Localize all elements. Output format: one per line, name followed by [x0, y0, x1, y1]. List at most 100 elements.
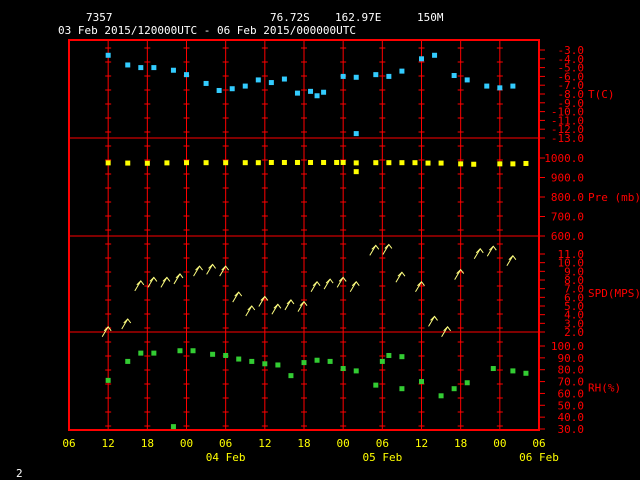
- point-rh: [210, 351, 216, 357]
- point-temp: [314, 93, 320, 99]
- wind-arrow: [486, 245, 497, 257]
- wind-arrow-head: [351, 280, 360, 287]
- point-temp: [484, 83, 490, 89]
- x-tick-label: 12: [415, 437, 428, 450]
- wind-arrow-head: [325, 278, 334, 284]
- point-pres: [425, 160, 431, 166]
- point-pres: [184, 160, 189, 166]
- y-tick-label-spd: 11.0: [558, 248, 585, 261]
- point-pres: [125, 160, 131, 166]
- point-temp: [497, 85, 503, 91]
- wind-arrow-head: [443, 326, 452, 332]
- point-temp: [255, 77, 261, 83]
- point-pres: [458, 161, 464, 167]
- x-tick-label: 00: [337, 437, 350, 450]
- point-temp: [268, 80, 274, 86]
- point-temp: [432, 52, 438, 58]
- y-tick-label-temp: -13.0: [551, 132, 584, 145]
- wind-arrow: [415, 280, 425, 292]
- station-lat: 76.72S: [270, 11, 310, 24]
- x-tick-label: 06: [62, 437, 75, 450]
- point-pres: [340, 159, 346, 165]
- y-tick-label-temp: -8.0: [558, 88, 585, 101]
- y-tick-label-pres: 700.0: [551, 211, 584, 224]
- point-pres: [471, 161, 477, 167]
- y-tick-label-temp: -3.0: [558, 44, 585, 57]
- point-rh: [373, 382, 379, 388]
- wind-arrow: [147, 276, 158, 288]
- point-temp: [419, 56, 424, 62]
- point-pres: [523, 160, 529, 166]
- point-temp: [242, 83, 248, 89]
- point-temp: [281, 76, 287, 82]
- wind-arrow-head: [195, 265, 203, 271]
- panel-label-pres: Pre (mb): [588, 191, 640, 204]
- point-pres: [203, 160, 209, 166]
- point-pres: [510, 161, 516, 167]
- wind-arrow-head: [312, 280, 321, 287]
- point-rh: [399, 354, 405, 360]
- wind-arrow-head: [475, 248, 484, 254]
- y-tick-label-temp: -10.0: [551, 106, 584, 119]
- wind-arrow: [473, 248, 484, 260]
- y-tick-label-temp: -4.0: [558, 53, 585, 66]
- station-elev: 150M: [417, 11, 444, 24]
- point-rh: [301, 360, 307, 366]
- point-rh: [105, 377, 111, 383]
- wind-arrow: [441, 326, 452, 338]
- point-rh: [275, 362, 281, 368]
- wind-arrow-head: [508, 254, 517, 261]
- y-tick-label-temp: -7.0: [558, 79, 585, 92]
- x-tick-label: 12: [258, 437, 271, 450]
- point-rh: [510, 368, 516, 374]
- time-range: 03 Feb 2015/120000UTC - 06 Feb 2015/0000…: [58, 24, 356, 37]
- point-pres: [105, 160, 111, 166]
- x-tick-label: 18: [141, 437, 154, 450]
- y-tick-label-pres: 600.0: [551, 230, 584, 243]
- wind-arrow: [349, 280, 360, 292]
- x-date-label: 05 Feb: [362, 451, 402, 464]
- wind-arrow: [506, 254, 517, 266]
- wind-arrow-head: [260, 295, 269, 301]
- station-lon: 162.97E: [335, 11, 381, 24]
- point-rh: [249, 358, 255, 364]
- point-temp: [308, 88, 314, 94]
- point-temp: [125, 62, 131, 68]
- wind-arrow-head: [384, 243, 393, 249]
- point-temp: [353, 74, 359, 80]
- point-temp: [151, 65, 157, 71]
- panel-label-temp: T(C): [588, 88, 615, 101]
- wind-arrow-head: [430, 315, 438, 321]
- x-tick-label: 18: [454, 437, 467, 450]
- y-tick-label-rh: 80.0: [558, 364, 585, 377]
- wind-arrow-head: [123, 318, 132, 324]
- point-pres: [294, 159, 300, 165]
- wind-arrow: [173, 273, 184, 285]
- point-temp: [340, 73, 346, 79]
- point-rh: [327, 358, 333, 364]
- point-temp: [464, 77, 470, 83]
- point-pres: [497, 161, 503, 167]
- panel-label-spd: SPD(MPS): [588, 287, 640, 300]
- wind-arrow-head: [488, 245, 497, 251]
- wind-arrow: [369, 244, 380, 256]
- point-temp: [138, 65, 144, 71]
- wind-arrow: [219, 265, 230, 277]
- point-pres: [281, 159, 287, 165]
- point-rh: [419, 379, 424, 385]
- point-temp: [203, 80, 209, 86]
- point-rh: [386, 352, 392, 358]
- y-tick-label-spd: 4.0: [564, 309, 584, 322]
- y-tick-label-rh: 100.0: [551, 340, 584, 353]
- wind-arrow-head: [371, 244, 380, 250]
- wind-arrow-head: [175, 273, 184, 279]
- wind-arrow: [232, 291, 243, 303]
- point-pres: [164, 160, 170, 166]
- wind-arrow-head: [247, 305, 256, 311]
- point-rh: [490, 366, 496, 372]
- panel-label-rh: RH(%): [588, 382, 621, 395]
- point-rh: [151, 350, 157, 356]
- point-pres: [386, 160, 392, 166]
